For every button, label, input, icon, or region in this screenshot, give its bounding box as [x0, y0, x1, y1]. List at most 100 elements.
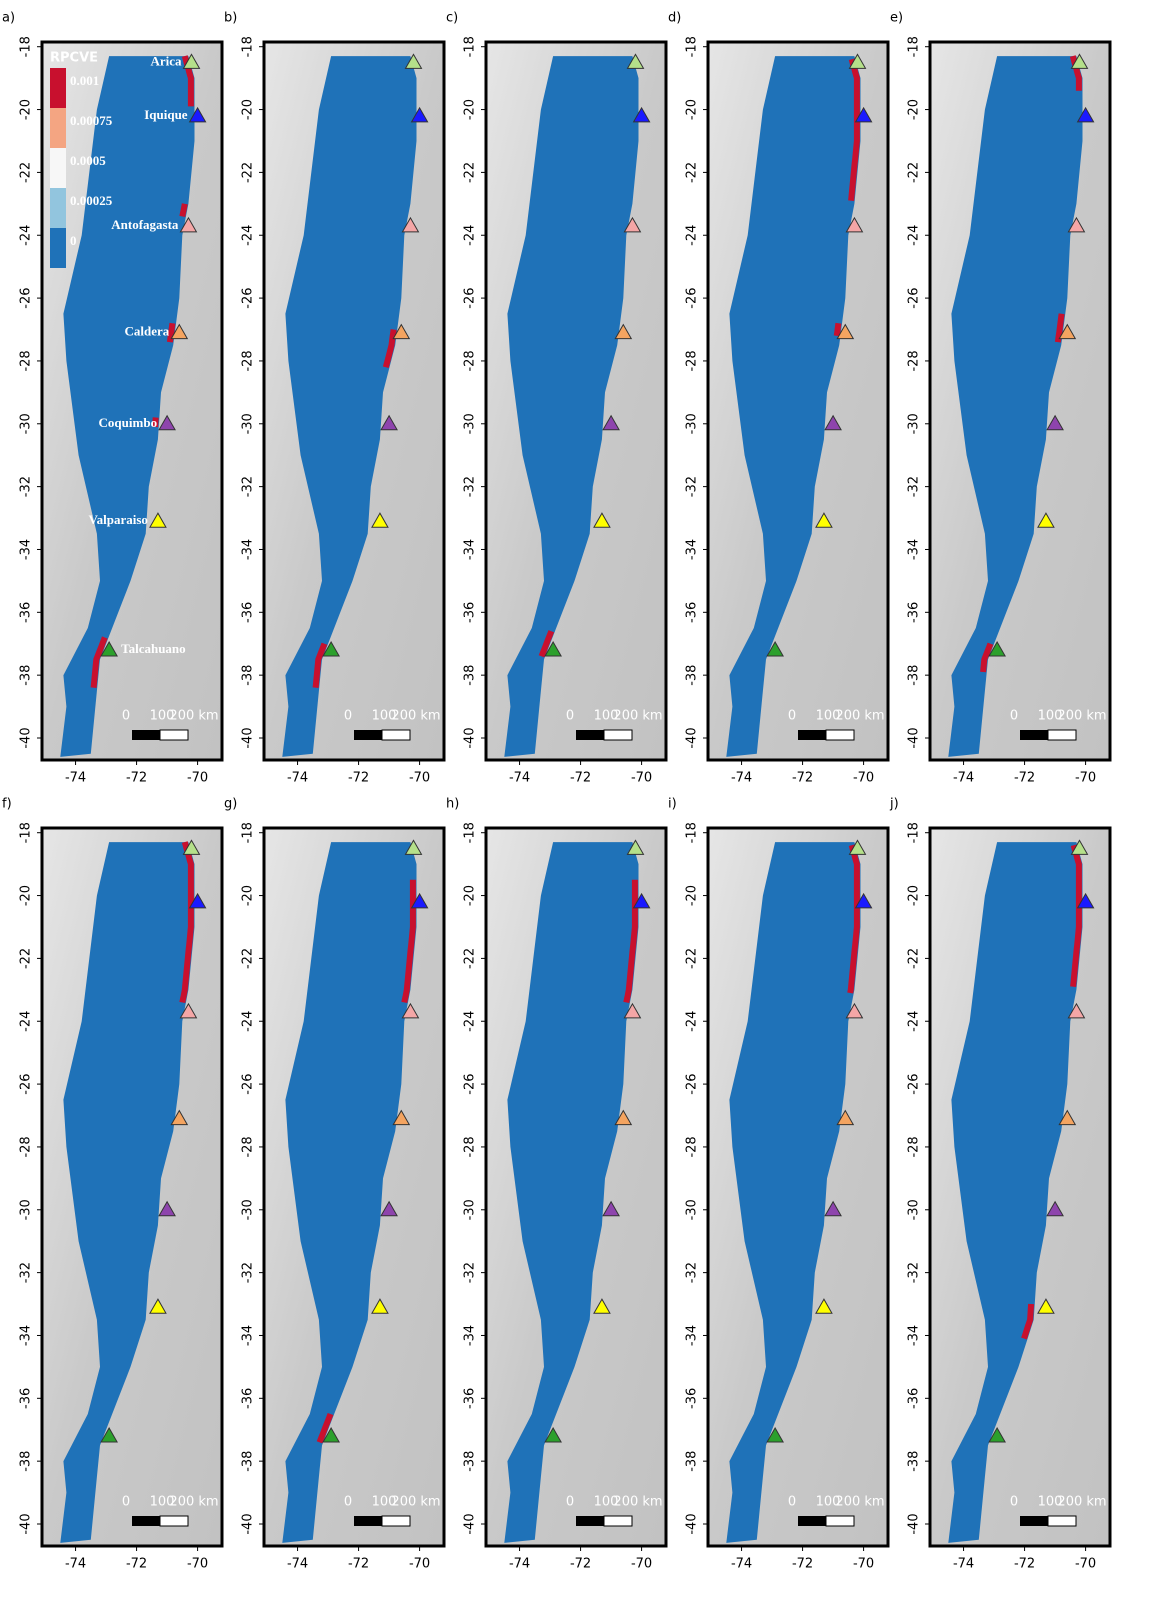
y-tick-label: -24 — [907, 1011, 922, 1032]
map-panel: f)-18-20-22-24-26-28-30-32-34-36-38-40-7… — [2, 797, 222, 1572]
y-tick-label: -36 — [463, 1388, 478, 1409]
figure: a)AricaIquiqueAntofagastaCalderaCoquimbo… — [0, 0, 1149, 1622]
y-tick-label: -22 — [907, 948, 922, 969]
y-tick-label: -20 — [463, 99, 478, 120]
y-tick-label: -20 — [19, 885, 34, 906]
scale-bar-label: 200 km — [169, 1495, 218, 1510]
x-tick-label: -74 — [287, 771, 308, 786]
x-tick-label: -72 — [126, 771, 147, 786]
y-tick-label: -38 — [19, 665, 34, 686]
y-tick-label: -40 — [907, 1513, 922, 1534]
y-tick-label: -24 — [463, 225, 478, 246]
panel-label: d) — [668, 11, 681, 26]
scale-bar-label: 200 km — [391, 709, 440, 724]
y-tick-label: -20 — [685, 99, 700, 120]
y-tick-label: -40 — [19, 727, 34, 748]
x-tick-label: -70 — [853, 771, 874, 786]
x-tick-label: -70 — [631, 771, 652, 786]
y-tick-label: -34 — [241, 539, 256, 560]
city-label: Caldera — [125, 324, 170, 339]
scale-bar-white — [382, 1516, 410, 1526]
scale-bar-black — [354, 1516, 382, 1526]
y-tick-label: -30 — [463, 1199, 478, 1220]
y-tick-label: -22 — [685, 162, 700, 183]
y-tick-label: -18 — [463, 36, 478, 57]
y-tick-label: -30 — [463, 413, 478, 434]
x-tick-label: -70 — [187, 1557, 208, 1572]
legend-label: 0.001 — [70, 73, 99, 88]
y-tick-label: -26 — [685, 287, 700, 308]
x-tick-label: -74 — [65, 1557, 86, 1572]
y-tick-label: -28 — [241, 1136, 256, 1157]
panel-label: f) — [2, 797, 12, 812]
y-tick-label: -38 — [241, 1451, 256, 1472]
y-tick-label: -20 — [19, 99, 34, 120]
x-tick-label: -74 — [65, 771, 86, 786]
scale-bar-black — [132, 1516, 160, 1526]
y-tick-label: -40 — [19, 1513, 34, 1534]
scale-bar-label: 200 km — [1057, 709, 1106, 724]
x-tick-label: -74 — [731, 771, 752, 786]
x-tick-label: -72 — [792, 1557, 813, 1572]
scale-bar-black — [1020, 730, 1048, 740]
y-tick-label: -24 — [907, 225, 922, 246]
y-tick-label: -32 — [463, 1262, 478, 1283]
x-tick-label: -74 — [509, 771, 530, 786]
map-panel: c)-18-20-22-24-26-28-30-32-34-36-38-40-7… — [446, 11, 666, 786]
x-tick-label: -72 — [570, 771, 591, 786]
city-label: Arica — [150, 53, 182, 68]
y-tick-label: -30 — [241, 1199, 256, 1220]
y-tick-label: -34 — [463, 1325, 478, 1346]
scale-bar-label: 0 — [1010, 1495, 1018, 1510]
panel-label: b) — [224, 11, 237, 26]
city-label: Coquimbo — [99, 415, 158, 430]
scale-bar-label: 200 km — [1057, 1495, 1106, 1510]
y-tick-label: -26 — [907, 287, 922, 308]
y-tick-label: -26 — [19, 287, 34, 308]
scale-bar-label: 0 — [788, 709, 796, 724]
y-tick-label: -34 — [685, 1325, 700, 1346]
y-tick-label: -18 — [685, 822, 700, 843]
y-tick-label: -32 — [19, 1262, 34, 1283]
y-tick-label: -28 — [685, 350, 700, 371]
y-tick-label: -22 — [241, 948, 256, 969]
y-tick-label: -26 — [907, 1073, 922, 1094]
y-tick-label: -20 — [907, 99, 922, 120]
y-tick-label: -22 — [463, 162, 478, 183]
y-tick-label: -24 — [463, 1011, 478, 1032]
scale-bar-label: 0 — [566, 1495, 574, 1510]
y-tick-label: -36 — [241, 602, 256, 623]
y-tick-label: -18 — [19, 36, 34, 57]
x-tick-label: -72 — [348, 771, 369, 786]
scale-bar-black — [798, 730, 826, 740]
y-tick-label: -26 — [463, 1073, 478, 1094]
scale-bar-white — [160, 730, 188, 740]
city-label: Talcahuano — [121, 641, 186, 656]
legend-swatch — [50, 108, 66, 148]
map-panel: i)-18-20-22-24-26-28-30-32-34-36-38-40-7… — [668, 797, 888, 1572]
scale-bar-black — [1020, 1516, 1048, 1526]
panel-label: a) — [2, 11, 15, 26]
y-tick-label: -38 — [685, 665, 700, 686]
scale-bar-label: 0 — [122, 709, 130, 724]
x-tick-label: -74 — [953, 771, 974, 786]
scale-bar-label: 200 km — [835, 709, 884, 724]
legend-label: 0.00025 — [70, 193, 113, 208]
x-tick-label: -70 — [1075, 1557, 1096, 1572]
y-tick-label: -40 — [685, 1513, 700, 1534]
high-value-zone — [170, 323, 173, 342]
y-tick-label: -26 — [685, 1073, 700, 1094]
y-tick-label: -20 — [907, 885, 922, 906]
y-tick-label: -20 — [241, 885, 256, 906]
scale-bar-white — [160, 1516, 188, 1526]
y-tick-label: -32 — [463, 476, 478, 497]
scale-bar-black — [576, 730, 604, 740]
y-tick-label: -36 — [19, 602, 34, 623]
panel-label: e) — [890, 11, 903, 26]
panel-label: c) — [446, 11, 458, 26]
legend-swatch — [50, 228, 66, 268]
y-tick-label: -38 — [907, 665, 922, 686]
scale-bar-white — [382, 730, 410, 740]
y-tick-label: -28 — [907, 1136, 922, 1157]
y-tick-label: -38 — [19, 1451, 34, 1472]
